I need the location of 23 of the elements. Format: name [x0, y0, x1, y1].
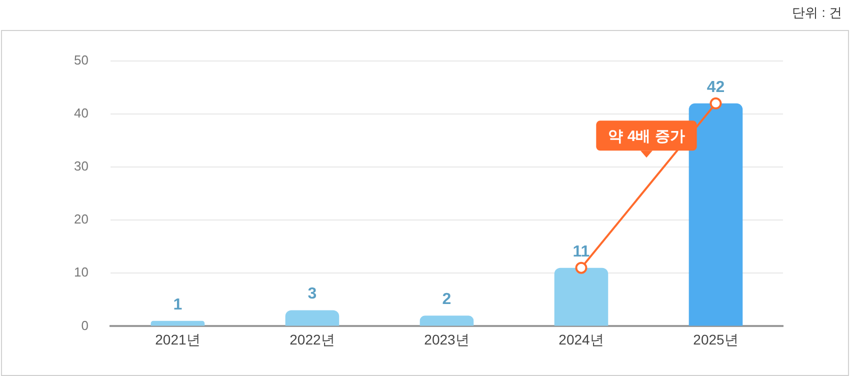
- bar: [420, 316, 474, 326]
- annotation: 약 4배 증가: [608, 128, 685, 145]
- data-label: 42: [706, 78, 725, 96]
- y-tick-label: 40: [74, 106, 88, 121]
- x-tick-label: 2023년: [424, 331, 470, 348]
- y-tick-label: 30: [74, 158, 88, 174]
- data-label: 1: [173, 296, 182, 314]
- y-tick-label: 0: [81, 318, 88, 333]
- data-label: 11: [572, 243, 590, 260]
- x-tick-label: 2024년: [558, 331, 604, 348]
- x-tick-label: 2022년: [290, 331, 335, 348]
- data-label: 3: [308, 286, 317, 303]
- data-label: 2: [442, 291, 452, 308]
- bar: [688, 103, 743, 326]
- x-tick-label: 2025년: [693, 331, 738, 348]
- bar: [150, 320, 205, 326]
- y-tick-label: 20: [74, 212, 88, 227]
- bar: [285, 310, 340, 326]
- bar: [554, 268, 608, 326]
- y-tick-label: 50: [74, 52, 88, 68]
- y-tick-label: 10: [74, 264, 88, 280]
- x-tick-label: 2021년: [155, 331, 200, 348]
- text: 단위 : 건: [792, 4, 842, 22]
